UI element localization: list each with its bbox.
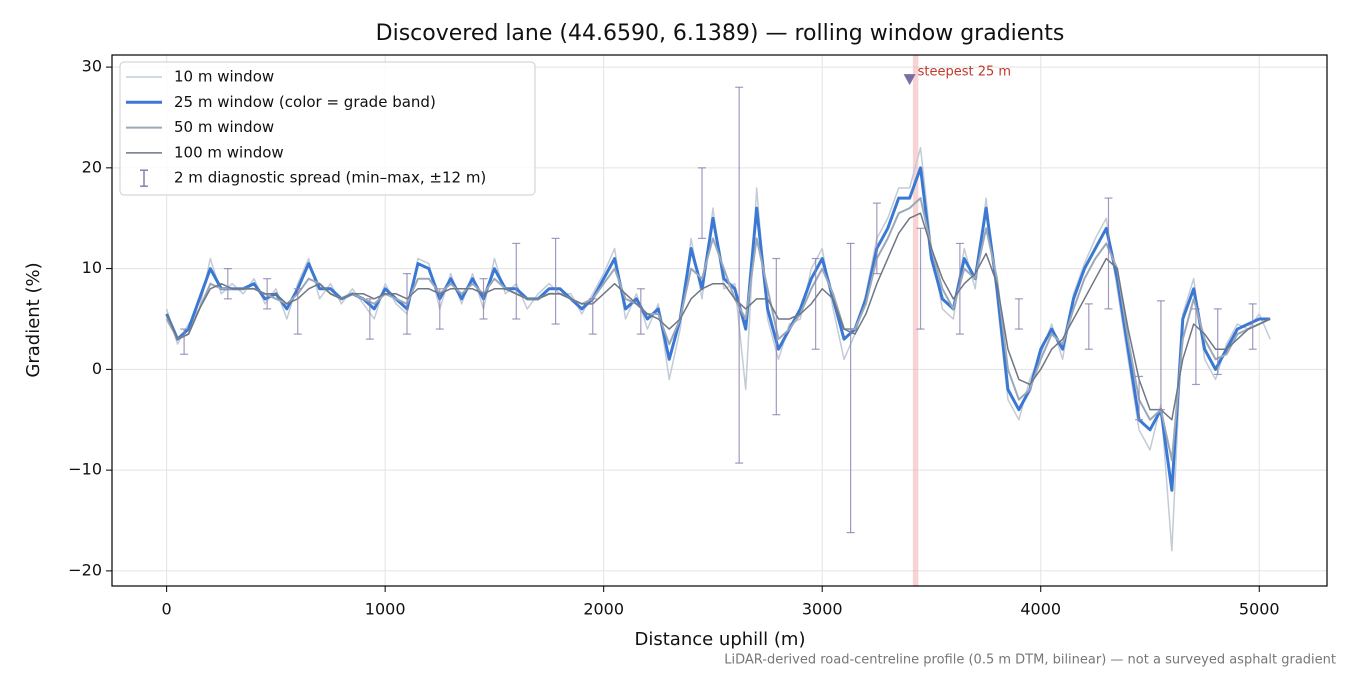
x-tick-label: 2000 [583,600,624,619]
x-tick-label: 4000 [1020,600,1061,619]
y-tick-label: 10 [82,258,102,277]
y-tick-label: −10 [68,460,102,479]
error-bar [1104,197,1113,310]
y-axis-label: Gradient (%) [23,262,44,377]
x-axis-label: Distance uphill (m) [635,629,806,650]
error-bar [293,288,302,335]
error-bar [955,242,964,335]
error-bar [698,167,707,239]
y-tick-label: 0 [92,359,102,378]
footnote: LiDAR-derived road-centreline profile (0… [724,653,1336,668]
legend-label: 2 m diagnostic spread (min–max, ±12 m) [174,169,486,187]
legend-label: 100 m window [174,143,284,161]
error-bar [1248,303,1257,350]
error-bar [1156,300,1165,411]
error-bar [772,257,781,416]
annotation-marker [903,74,916,86]
plot-frame [111,54,1328,587]
error-bar [588,298,597,335]
error-bar [1191,308,1200,386]
error-bar [1084,303,1093,350]
x-tick-label: 1000 [365,600,406,619]
x-tick-label: 3000 [802,600,843,619]
error-bar [916,227,925,330]
series-line [165,212,1271,421]
x-tick-label: 5000 [1239,600,1280,619]
error-bar [1014,298,1023,330]
highlight-span [912,55,919,586]
x-tick-label: 0 [162,600,172,619]
legend-label: 25 m window (color = grade band) [174,93,436,111]
legend-label: 10 m window [174,68,274,86]
y-tick-label: −20 [68,560,102,579]
error-bar [1135,375,1144,421]
error-bar [403,273,412,335]
error-bar [512,242,521,320]
error-bar [180,328,189,355]
legend: 10 m window 25 m window (color = grade ba… [119,61,536,196]
error-bar [811,257,820,350]
error-bar [846,242,855,534]
chart-title: Discovered lane (44.6590, 6.1389) — roll… [376,21,1065,46]
legend-box [119,61,536,196]
error-bar [636,288,645,335]
error-bar [263,278,272,310]
error-bar [435,288,444,330]
annotation-label: steepest 25 m [918,65,1011,80]
y-tick-label: 30 [82,57,102,76]
error-bar [223,268,232,300]
error-bar [365,298,374,340]
y-tick-label: 20 [82,157,102,176]
error-bar [479,278,488,320]
error-bar [872,202,881,275]
legend-label: 50 m window [174,118,274,136]
error-bar [1213,308,1222,376]
error-bar [735,86,744,464]
error-bar [551,237,560,325]
